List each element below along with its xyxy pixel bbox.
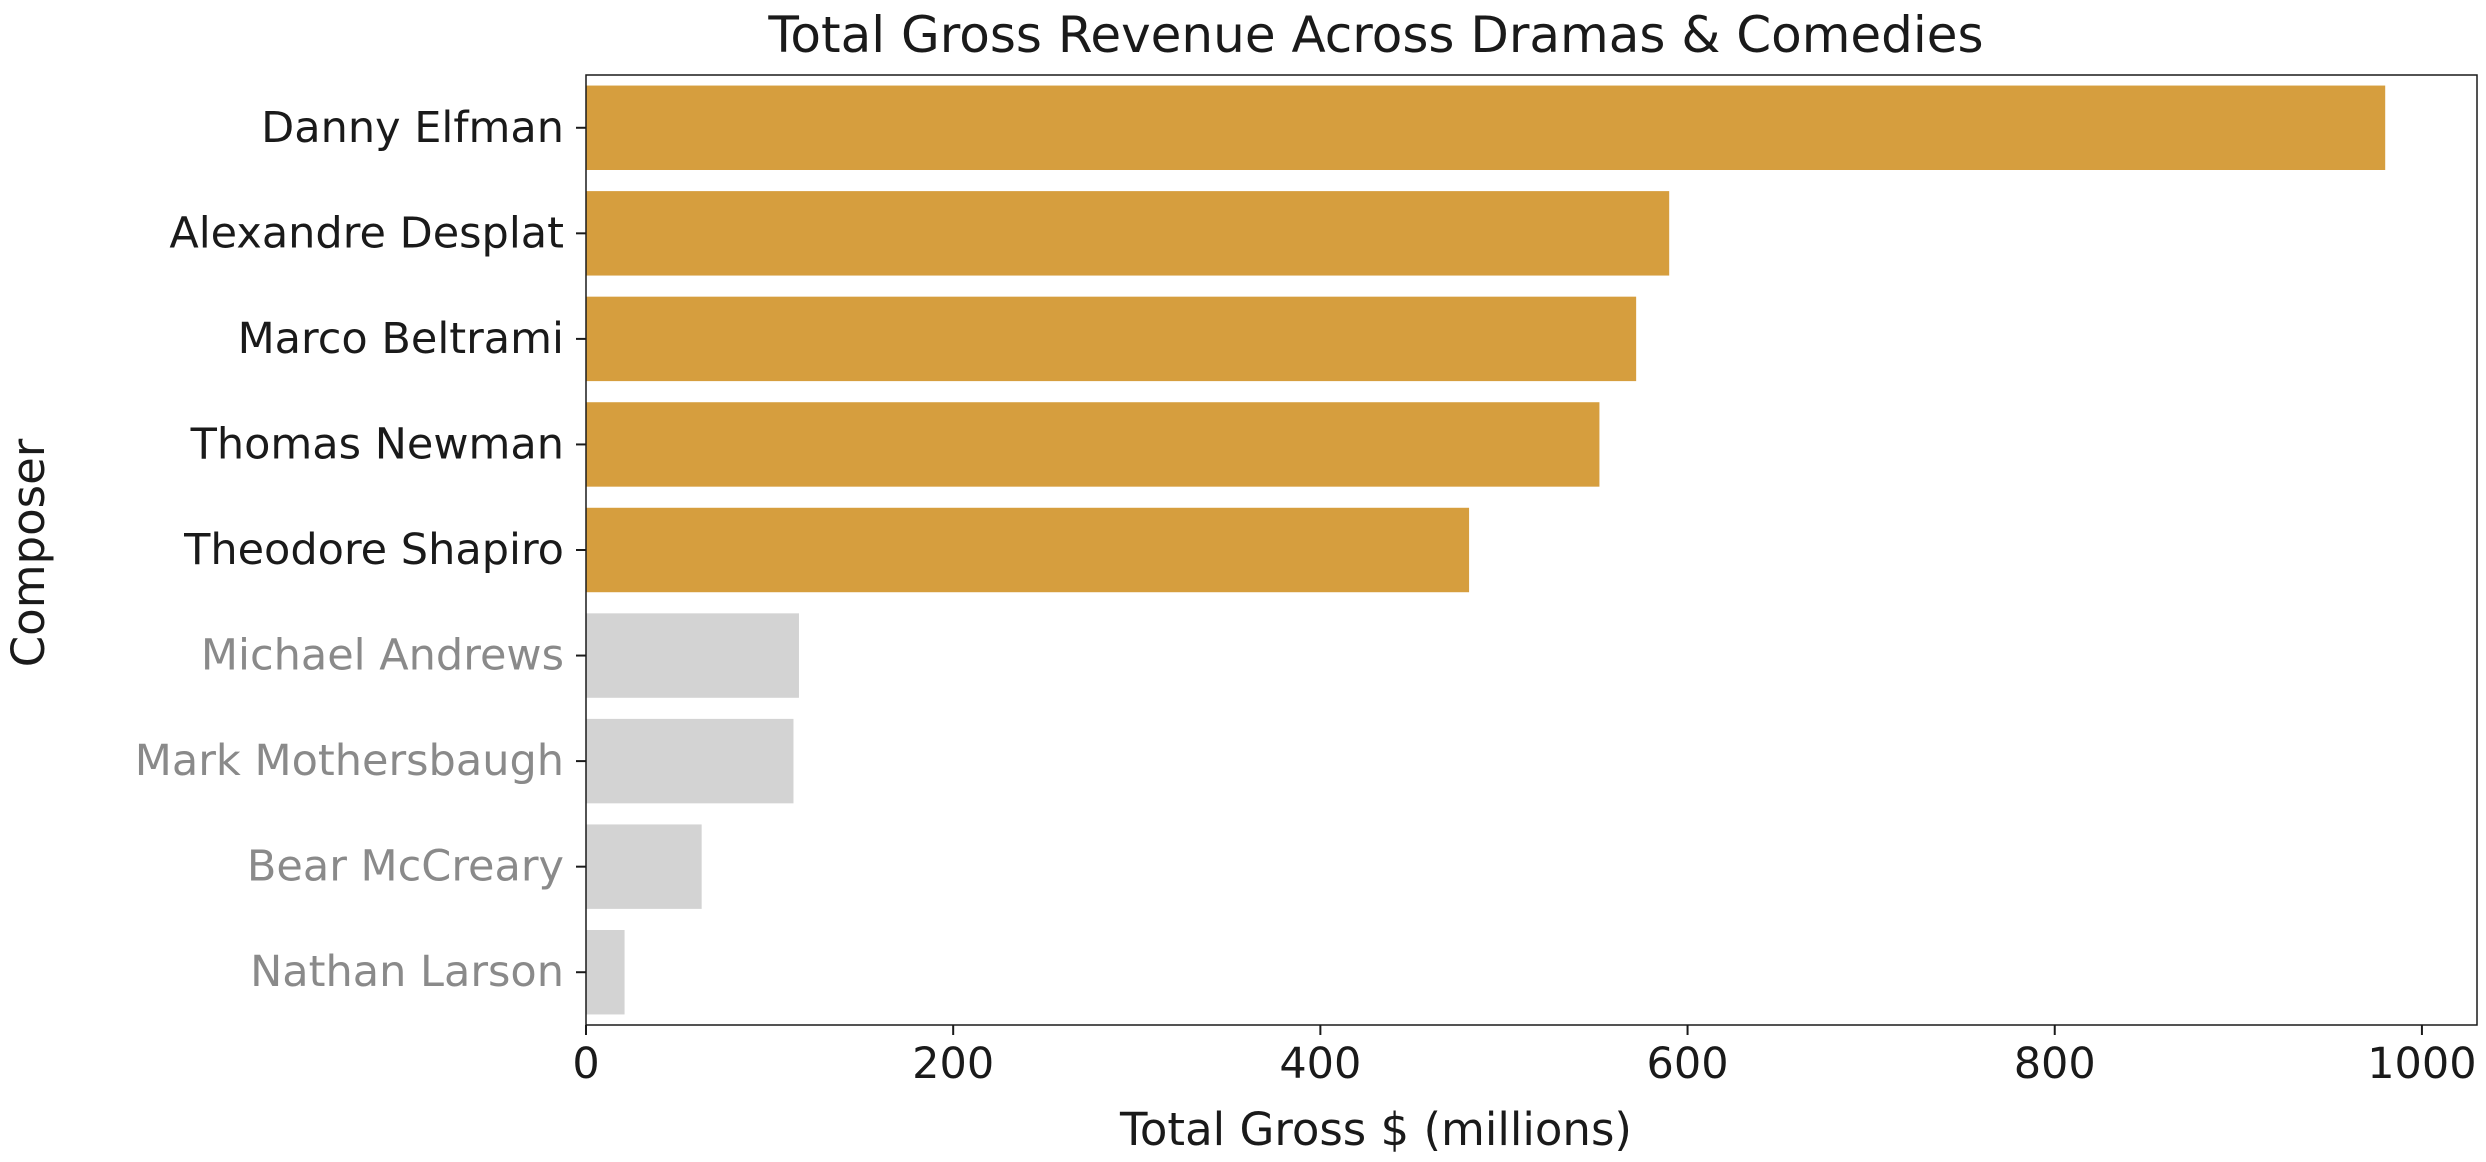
bar-bear-mccreary [586,824,702,909]
bar-mark-mothersbaugh [586,718,794,804]
y-tick-label-thomas-newman: Thomas Newman [190,419,564,469]
x-axis-label: Total Gross $ (millions) [1119,1103,1632,1156]
bar-michael-andrews [586,613,799,698]
y-tick-label-mark-mothersbaugh: Mark Mothersbaugh [135,736,564,786]
bar-nathan-larson [586,930,625,1015]
y-tick-label-danny-elfman: Danny Elfman [261,103,564,153]
x-tick-label-200: 200 [912,1039,994,1089]
y-tick-label-alexandre-desplat: Alexandre Desplat [169,208,564,258]
bars-group [586,85,2386,1015]
x-tick-label-600: 600 [1647,1039,1729,1089]
x-tick-label-1000: 1000 [2367,1039,2476,1089]
x-tick-label-0: 0 [572,1039,599,1089]
bar-alexandre-desplat [586,191,1670,276]
y-tick-label-bear-mccreary: Bear McCreary [247,842,564,892]
x-tick-label-400: 400 [1279,1039,1361,1089]
y-tick-label-nathan-larson: Nathan Larson [250,947,564,997]
bar-theodore-shapiro [586,507,1470,593]
axes-spines [585,74,2478,1026]
y-axis-label: Composer [2,438,55,667]
bar-thomas-newman [586,402,1600,487]
y-tick-label-marco-beltrami: Marco Beltrami [238,314,564,364]
bar-marco-beltrami [586,296,1637,382]
y-tick-label-theodore-shapiro: Theodore Shapiro [183,525,564,575]
y-tick-label-michael-andrews: Michael Andrews [201,631,564,681]
y-ticks-group: Danny Elfman Alexandre Desplat Marco Beltr… [135,103,586,997]
x-ticks-group: 0 200 400 600 800 1000 [572,1025,2477,1089]
chart-title: Total Gross Revenue Across Dramas & Come… [767,6,1983,64]
x-tick-label-800: 800 [2014,1039,2096,1089]
plot-frame [585,74,2478,1026]
bar-danny-elfman [586,85,2386,170]
